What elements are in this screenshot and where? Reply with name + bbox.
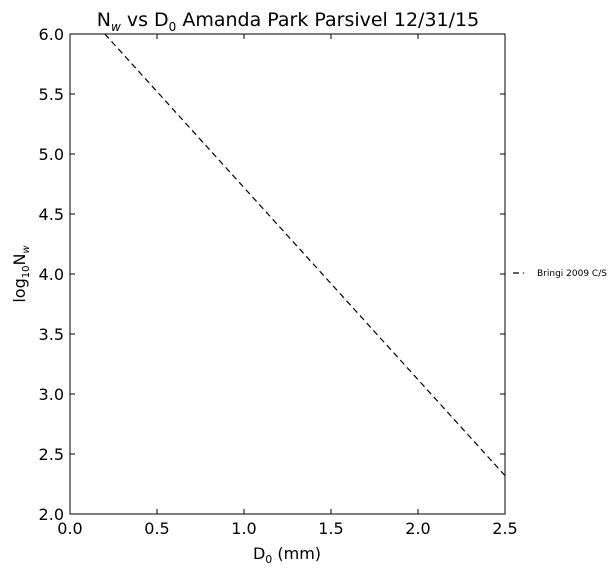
y-tick-label: 4.0 <box>39 265 64 284</box>
legend: Bringi 2009 C/S <box>513 269 607 279</box>
y-tick-label: 5.0 <box>39 145 64 164</box>
series-group <box>104 33 506 477</box>
y-tick-label: 2.0 <box>39 505 64 524</box>
y-axis-label: log10Nw <box>10 245 32 303</box>
x-tick-label: 1.5 <box>318 519 343 538</box>
y-tick-label: 3.0 <box>39 385 64 404</box>
x-tick-label: 0.5 <box>144 519 169 538</box>
y-tick-label: 5.5 <box>39 85 64 104</box>
y-tick-label: 3.5 <box>39 325 64 344</box>
legend-entry-label: Bringi 2009 C/S <box>537 269 607 279</box>
y-tick-label: 2.5 <box>39 445 64 464</box>
y-tick-label: 6.0 <box>39 25 64 44</box>
x-axis-label: D0 (mm) <box>253 544 321 566</box>
x-tick-label: 2.5 <box>492 519 517 538</box>
x-tick-label: 1.0 <box>231 519 256 538</box>
y-tick-label: 4.5 <box>39 205 64 224</box>
y-axis: 2.0 2.5 3.0 3.5 4.0 4.5 5.0 5.5 6.0 <box>39 25 505 524</box>
chart-title: Nw vs D0 Amanda Park Parsivel 12/31/15 <box>97 9 479 34</box>
x-tick-label: 0.0 <box>57 519 82 538</box>
x-axis: 0.0 0.5 1.0 1.5 2.0 2.5 <box>57 34 518 538</box>
plot-area <box>69 33 506 515</box>
series-line <box>104 33 506 477</box>
x-tick-label: 2.0 <box>405 519 430 538</box>
